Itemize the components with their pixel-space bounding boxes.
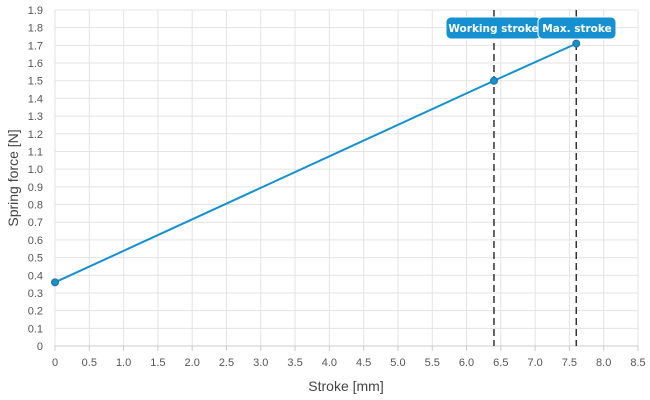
callout-working-stroke: Working stroke [445,16,542,40]
y-tick-label: 0.9 [28,182,43,194]
x-tick-label: 5.0 [390,357,405,369]
spring-force-line [54,42,577,284]
y-tick-labels: 0 0.1 0.2 0.3 0.4 0.5 0.6 0.7 0.8 0.9 1.0 1.1 1.2 1.3… [28,5,43,353]
y-tick-label: 1.1 [28,146,43,158]
x-tick-label: 1.0 [116,357,131,369]
x-tick-label: 0 [52,357,58,369]
x-tick-label: 5.5 [425,357,440,369]
y-tick-label: 0.1 [28,323,43,335]
x-tick-label: 4.0 [322,357,337,369]
y-tick-label: 0.4 [28,270,43,282]
data-point [489,76,498,85]
y-tick-label: 1.5 [28,76,43,88]
y-tick-label: 1.7 [28,40,43,52]
grid [54,9,639,351]
x-tick-label: 6.5 [493,357,508,369]
y-tick-label: 1.6 [28,58,43,70]
y-tick-label: 0.5 [28,253,43,265]
y-tick-label: 1.8 [28,23,43,35]
callout-label: Working stroke [448,23,538,35]
y-tick-label: 0.2 [28,306,43,318]
y-tick-label: 0.3 [28,288,43,300]
y-tick-label: 0.8 [28,200,43,212]
callout-box [537,16,617,40]
y-tick-label: 1.0 [28,164,43,176]
x-tick-label: 1.5 [150,357,165,369]
x-tick-label: 0.5 [82,357,97,369]
y-tick-label: 0.6 [28,235,43,247]
x-tick-label: 2.0 [185,357,200,369]
data-point [51,278,59,287]
x-tick-label: 2.5 [219,357,234,369]
x-tick-label: 6.0 [459,357,474,369]
x-tick-label: 7.5 [562,357,577,369]
y-tick-label: 1.9 [28,5,43,17]
callout-label: Max. stroke [542,23,611,35]
x-tick-labels: 0 0.5 1.0 1.5 2.0 2.5 3.0 3.5 4.0 4.5 5.0 5.5 6.0 6.5… [52,357,646,369]
y-tick-label: 1.4 [28,93,43,105]
y-tick-label: 0 [37,341,43,353]
x-axis-title: Stroke [mm] [308,378,383,394]
stroke-markers [493,10,578,346]
x-tick-label: 7.0 [527,357,542,369]
series [51,39,581,287]
y-tick-label: 1.3 [28,111,43,123]
y-tick-label: 1.2 [28,129,43,141]
x-tick-label: 8.0 [596,357,611,369]
callouts: Working stroke Max. stroke [445,16,617,40]
x-tick-label: 3.5 [287,357,302,369]
y-tick-label: 0.7 [28,217,43,229]
x-tick-label: 4.5 [356,357,371,369]
x-tick-label: 8.5 [630,357,645,369]
data-point [572,39,581,48]
x-tick-label: 3.0 [253,357,268,369]
y-axis-title: Spring force [N] [5,129,21,226]
callout-max-stroke: Max. stroke [537,16,617,40]
